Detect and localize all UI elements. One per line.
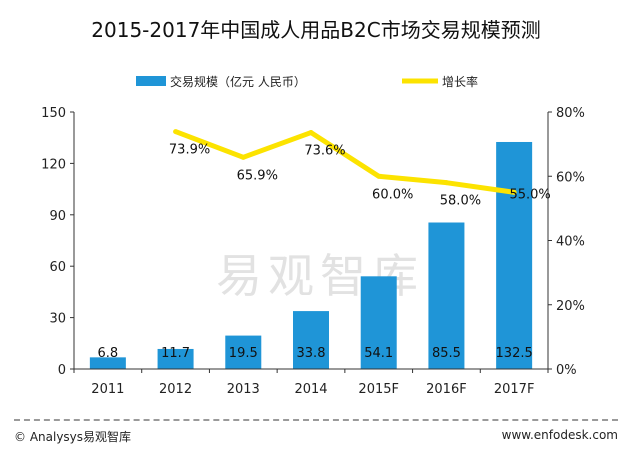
bar-2017F bbox=[496, 141, 533, 369]
bar-value-label: 6.8 bbox=[98, 346, 119, 361]
left-tick-label: 120 bbox=[41, 157, 66, 172]
right-tick-label: 60% bbox=[556, 170, 585, 185]
bar-value-label: 33.8 bbox=[297, 346, 326, 361]
left-tick-label: 90 bbox=[49, 209, 66, 224]
bar-2014 bbox=[293, 311, 329, 369]
bar-2013 bbox=[225, 335, 262, 369]
right-tick-label: 80% bbox=[556, 106, 585, 121]
legend-label-line: 增长率 bbox=[442, 74, 478, 89]
x-tick-label: 2017F bbox=[494, 382, 535, 397]
x-tick-label: 2015F bbox=[358, 382, 399, 397]
left-tick-label: 60 bbox=[49, 260, 66, 275]
footer-divider bbox=[14, 419, 618, 421]
left-tick-label: 0 bbox=[58, 363, 66, 378]
legend: 交易规模（亿元 人民币） 增长率 bbox=[136, 74, 478, 89]
line-point-2012 bbox=[173, 129, 179, 135]
line-point-2017F bbox=[511, 189, 517, 195]
line-value-label: 73.9% bbox=[169, 143, 210, 158]
x-tick-label: 2011 bbox=[91, 382, 124, 397]
growth-rate-line bbox=[174, 129, 515, 195]
bar-value-label: 11.7 bbox=[161, 346, 190, 361]
bar-series bbox=[89, 141, 533, 369]
line-value-label: 55.0% bbox=[509, 187, 550, 202]
bar-value-label: 85.5 bbox=[432, 346, 461, 361]
bar-2016F bbox=[428, 222, 465, 369]
line-point-2016F bbox=[443, 180, 449, 186]
left-tick-label: 150 bbox=[41, 106, 66, 121]
bar-value-label: 54.1 bbox=[364, 346, 393, 361]
line-point-2015F bbox=[376, 173, 382, 179]
bar-2012 bbox=[157, 348, 194, 369]
website-text: www.enfodesk.com bbox=[501, 428, 618, 442]
left-tick-label: 30 bbox=[49, 312, 66, 327]
legend-swatch-bar bbox=[136, 76, 166, 86]
chart-title: 2015-2017年中国成人用品B2C市场交易规模预测 bbox=[91, 18, 541, 42]
axes: 0 30 60 90 120 150 0% 20% 40% 60% 80% 2011 2012 2013 2… bbox=[41, 106, 585, 397]
bar-2015F bbox=[360, 276, 397, 369]
copyright-text: © Analysys易观智库 bbox=[14, 430, 132, 444]
x-tick-label: 2012 bbox=[159, 382, 192, 397]
line-series bbox=[173, 129, 517, 195]
right-tick-label: 0% bbox=[556, 363, 577, 378]
line-value-label: 60.0% bbox=[372, 187, 413, 202]
right-tick-label: 40% bbox=[556, 235, 585, 250]
line-value-label: 73.6% bbox=[304, 144, 345, 159]
bar-value-label: 132.5 bbox=[496, 346, 533, 361]
right-tick-label: 20% bbox=[556, 299, 585, 314]
line-value-label: 65.9% bbox=[237, 168, 278, 183]
x-tick-label: 2014 bbox=[294, 382, 327, 397]
bar-2011 bbox=[89, 357, 126, 369]
line-value-label: 58.0% bbox=[440, 194, 481, 209]
legend-label-bar: 交易规模（亿元 人民币） bbox=[170, 74, 306, 89]
x-tick-label: 2016F bbox=[426, 382, 467, 397]
data-labels: 6.8 11.7 19.5 33.8 54.1 85.5 132.5 73.9% 65.9% 73… bbox=[98, 143, 551, 361]
x-tick-label: 2013 bbox=[227, 382, 260, 397]
line-point-2014 bbox=[308, 130, 314, 136]
line-point-2013 bbox=[240, 154, 246, 160]
bar-value-label: 19.5 bbox=[229, 346, 258, 361]
